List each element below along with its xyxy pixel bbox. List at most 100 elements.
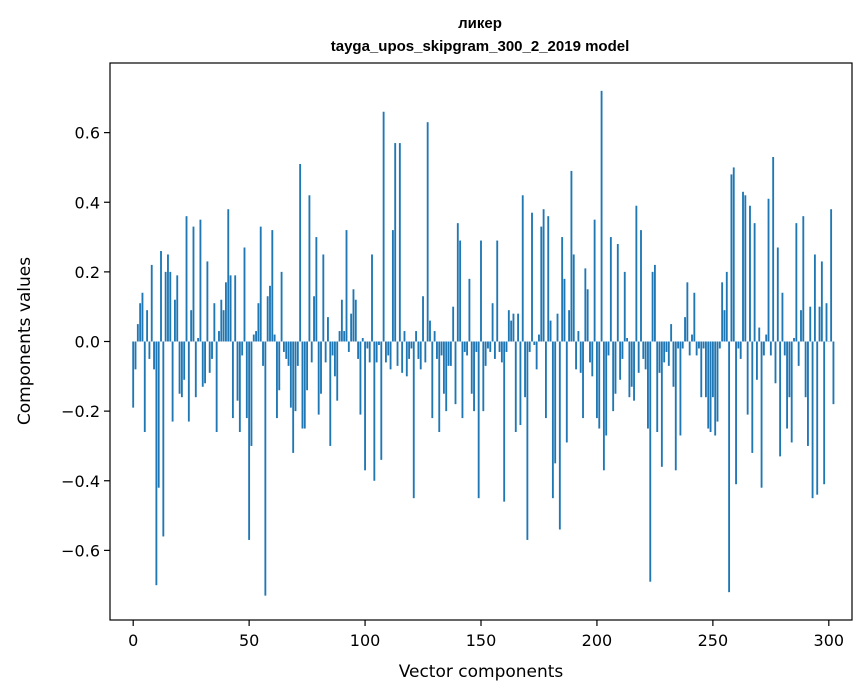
y-axis-ticks: −0.6 −0.4 −0.2 0.0 0.2 0.4 0.6 [61, 124, 110, 560]
bar-129 [431, 341, 434, 419]
bar-216 [633, 341, 635, 401]
bar-202 [600, 90, 603, 342]
bar-123 [417, 341, 420, 359]
bar-233 [672, 341, 675, 387]
bar-243 [695, 341, 698, 356]
bar-53 [255, 331, 257, 342]
bar-185 [561, 237, 564, 342]
bar-39 [222, 310, 225, 342]
bar-172 [531, 212, 533, 342]
bar-125 [422, 296, 424, 342]
bar-162 [507, 310, 510, 342]
bar-85 [329, 341, 332, 446]
bar-240 [688, 341, 691, 356]
bar-179 [547, 216, 550, 342]
bar-119 [408, 341, 411, 359]
bar-301 [830, 209, 833, 342]
bar-157 [496, 240, 499, 342]
bar-140 [456, 223, 459, 342]
bar-79 [315, 237, 318, 342]
bar-126 [424, 341, 427, 363]
bar-256 [725, 271, 728, 342]
bar-259 [732, 167, 735, 342]
bar-208 [614, 341, 617, 394]
bar-206 [609, 237, 612, 342]
bar-97 [357, 341, 360, 359]
bar-232 [670, 324, 673, 342]
bar-241 [691, 334, 693, 342]
bar-13 [162, 341, 165, 537]
bar-43 [231, 341, 234, 419]
bar-283 [788, 341, 791, 398]
bar-279 [779, 341, 782, 457]
bar-131 [436, 341, 438, 359]
bar-139 [454, 341, 457, 405]
bar-258 [730, 174, 733, 342]
bar-111 [389, 341, 392, 370]
bar-291 [807, 341, 809, 446]
bar-98 [359, 341, 362, 415]
bar-181 [551, 341, 554, 499]
bar-59 [269, 285, 271, 342]
bar-137 [449, 341, 452, 366]
bar-249 [709, 341, 712, 433]
bar-245 [700, 341, 703, 398]
bar-152 [484, 341, 487, 366]
bar-7 [148, 341, 151, 359]
bar-199 [593, 219, 596, 342]
bar-56 [262, 341, 264, 366]
bar-122 [415, 331, 417, 342]
bar-195 [584, 268, 587, 342]
bar-30 [201, 341, 204, 387]
bar-153 [487, 341, 489, 349]
bar-180 [549, 320, 552, 342]
bar-207 [612, 341, 615, 412]
bar-226 [656, 341, 659, 433]
bar-293 [811, 341, 814, 499]
bar-61 [273, 334, 276, 342]
bar-55 [259, 226, 262, 342]
bar-47 [241, 341, 244, 356]
bar-246 [702, 341, 705, 349]
bar-211 [621, 341, 624, 359]
bar-65 [282, 341, 285, 352]
bar-221 [644, 341, 647, 370]
bar-184 [558, 341, 561, 530]
bar-190 [572, 254, 575, 342]
bar-182 [554, 341, 557, 464]
bar-57 [264, 341, 267, 596]
bar-3 [139, 303, 142, 342]
bar-248 [707, 341, 710, 429]
bar-235 [677, 341, 680, 349]
bar-176 [540, 226, 543, 342]
bar-142 [461, 341, 464, 419]
bar-105 [375, 341, 378, 363]
bar-145 [468, 278, 471, 342]
bar-51 [250, 341, 253, 446]
bar-5 [143, 341, 146, 433]
bar-95 [352, 289, 355, 342]
bar-252 [716, 341, 719, 422]
bar-163 [510, 320, 513, 342]
bar-217 [635, 205, 638, 342]
bar-121 [412, 341, 415, 499]
bar-187 [565, 341, 568, 443]
bar-89 [338, 331, 341, 342]
bar-270 [758, 327, 761, 342]
bar-295 [816, 341, 819, 495]
bar-21 [180, 341, 183, 398]
bar-264 [744, 195, 747, 342]
y-tick-label: −0.4 [61, 472, 100, 491]
bar-292 [809, 306, 812, 342]
bar-4 [141, 292, 144, 342]
bar-10 [155, 341, 158, 586]
bar-66 [285, 341, 288, 359]
bar-27 [194, 341, 197, 398]
bar-266 [749, 205, 751, 342]
bar-68 [289, 341, 292, 408]
bar-170 [526, 341, 529, 540]
bar-52 [252, 334, 255, 342]
bar-94 [350, 313, 353, 342]
bar-186 [563, 278, 566, 342]
bar-213 [626, 338, 628, 342]
